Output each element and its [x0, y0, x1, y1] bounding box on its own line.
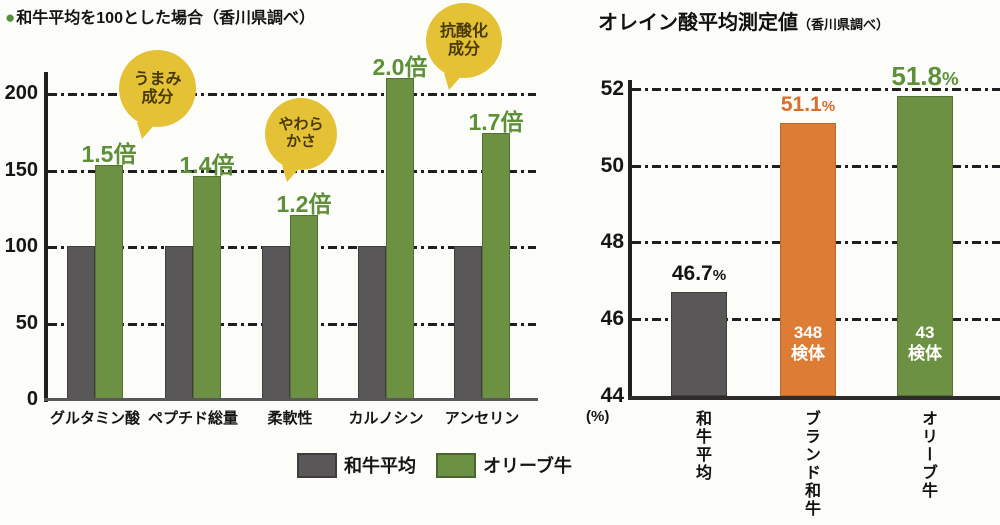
left-chart-y-axis — [44, 72, 48, 402]
ratio-label-2: 1.2倍 — [276, 191, 332, 217]
left-chart-legend: 和牛平均 オリーブ牛 — [297, 452, 572, 478]
legend-label-wagyu: 和牛平均 — [344, 456, 416, 476]
percent-unit-label: (%) — [586, 408, 610, 425]
left-bar-olive-4 — [482, 133, 510, 399]
wagyu-color-swatch — [297, 452, 337, 478]
green-bullet-icon: ● — [5, 8, 16, 27]
left-bar-olive-3 — [386, 78, 414, 399]
left-y-tick-100: 100 — [4, 235, 38, 257]
left-chart-title-text: 和牛平均を100とした場合（香川県調べ） — [16, 10, 315, 27]
right-value-label-1: 51.1% — [780, 93, 836, 116]
umami-callout-bubble: うまみ 成分 — [119, 50, 196, 139]
sample-count-label-2: 43 検体 — [908, 323, 942, 364]
right-category-label-2: オリーブ牛 — [919, 410, 936, 500]
left-bar-olive-0 — [95, 165, 123, 399]
right-bar-1 — [780, 123, 836, 396]
bubble-line: 成分 — [447, 40, 480, 58]
right-y-tick-46: 46 — [600, 307, 624, 331]
legend-item-olive: オリーブ牛 — [436, 452, 572, 478]
sample-count-label-1: 348 検体 — [791, 323, 825, 364]
left-gridline-200 — [48, 93, 536, 96]
right-bar-2 — [897, 96, 953, 396]
right-y-tick-52: 52 — [600, 76, 624, 100]
ratio-label-3: 2.0倍 — [372, 54, 428, 80]
left-bar-wagyu-1 — [165, 246, 193, 399]
left-bar-olive-2 — [290, 215, 318, 399]
bubble-line: やわら — [278, 116, 324, 134]
right-category-label-0: 和牛平均 — [693, 410, 710, 482]
category-label-3: カルノシン — [348, 410, 424, 427]
antioxidant-callout-bubble: 抗酸化 成分 — [426, 3, 502, 90]
bubble-line: うまみ — [133, 70, 182, 88]
left-chart-title: ●和牛平均を100とした場合（香川県調べ） — [5, 4, 315, 28]
right-gridline-52 — [632, 87, 1000, 91]
left-bar-olive-1 — [193, 176, 221, 399]
right-value-label-0: 46.7% — [671, 262, 727, 285]
right-category-label-1: ブランド和牛 — [802, 410, 819, 518]
right-chart-title: オレイン酸平均測定値（香川県調べ） — [598, 6, 889, 35]
right-y-tick-48: 48 — [600, 230, 624, 254]
right-chart-title-text: オレイン酸平均測定値 — [598, 12, 798, 34]
right-chart-title-suffix: （香川県調べ） — [798, 17, 890, 32]
left-y-tick-0: 0 — [26, 388, 38, 410]
softness-callout-bubble: やわら かさ — [265, 98, 337, 182]
right-y-tick-44: 44 — [600, 384, 624, 407]
right-y-tick-50: 50 — [600, 153, 624, 177]
left-bar-wagyu-0 — [67, 246, 95, 399]
category-label-2: 柔軟性 — [267, 410, 313, 427]
ratio-label-0: 1.5倍 — [81, 141, 137, 167]
left-y-tick-200: 200 — [4, 82, 38, 104]
left-y-tick-150: 150 — [4, 158, 38, 181]
olive-color-swatch — [436, 452, 476, 478]
legend-label-olive: オリーブ牛 — [483, 456, 572, 476]
legend-item-wagyu: 和牛平均 — [297, 452, 416, 478]
ratio-label-1: 1.4倍 — [179, 152, 235, 178]
left-y-tick-50: 50 — [15, 311, 38, 334]
ratio-label-4: 1.7倍 — [468, 109, 524, 135]
right-chart-x-axis — [628, 396, 1000, 400]
right-bar-0 — [671, 292, 727, 396]
left-bar-wagyu-4 — [454, 246, 482, 399]
left-chart-x-axis — [44, 398, 538, 401]
right-value-label-2: 51.8% — [891, 61, 959, 91]
left-bar-wagyu-2 — [262, 246, 290, 399]
bubble-line: かさ — [285, 133, 316, 150]
category-label-1: ペプチド総量 — [147, 410, 238, 427]
left-bar-wagyu-3 — [358, 246, 386, 399]
category-label-4: アンセリン — [444, 410, 520, 427]
category-label-0: グルタミン酸 — [49, 410, 140, 427]
right-chart-y-axis — [628, 80, 632, 400]
bubble-line: 成分 — [141, 88, 174, 106]
bubble-line: 抗酸化 — [439, 22, 488, 40]
